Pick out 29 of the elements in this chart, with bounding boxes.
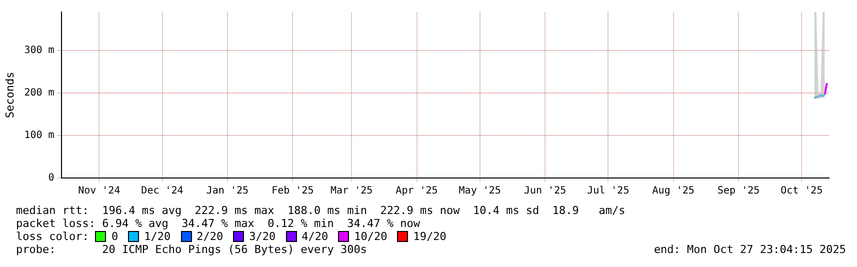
- x-tick-label: Oct '25: [780, 186, 823, 197]
- text: packet loss: 6.94 % avg 34.47 % max 0.12 % min 34.47 % now: [16, 217, 421, 230]
- x-tick-label: Jul '25: [587, 186, 630, 197]
- x-tick-label: Dec '24: [141, 186, 184, 197]
- y-tick-label: 300 m: [24, 44, 54, 56]
- x-tick-label: Apr '25: [396, 186, 438, 197]
- x-tick-label: Sep '25: [717, 186, 760, 197]
- y-tick-label: 0: [48, 172, 54, 184]
- y-tick-label: 200 m: [24, 87, 54, 98]
- legend-title: loss color:: [16, 230, 90, 243]
- legend-label: 1/20: [144, 230, 171, 243]
- text: end: Mon Oct 27 23:04:15 2025: [654, 243, 846, 256]
- x-tick-label: Mar '25: [330, 186, 373, 197]
- legend-label: 2/20: [196, 230, 224, 243]
- legend-label: 4/20: [302, 230, 328, 243]
- x-tick-label: Nov '24: [78, 186, 120, 197]
- x-tick-label: Aug '25: [652, 186, 694, 197]
- legend-label: 0: [111, 230, 118, 243]
- text: probe: 20 ICMP Echo Pings (56 Bytes) every 300s: [16, 243, 367, 256]
- legend-label: 10/20: [354, 230, 388, 243]
- x-tick-label: Feb '25: [272, 186, 314, 197]
- legend-label: 3/20: [249, 230, 276, 243]
- text: median rtt: 196.4 ms avg 222.9 ms max 188.0 ms min 222.9 ms now 10.4 ms sd 18.9 am/s: [16, 204, 626, 217]
- x-tick-label: May '25: [458, 186, 501, 197]
- x-tick-label: Jun '25: [524, 186, 566, 197]
- y-axis-title: Seconds: [3, 72, 16, 118]
- y-tick-label: 100 m: [24, 130, 54, 142]
- legend-label: 19/20: [413, 230, 446, 243]
- x-tick-label: Jan '25: [206, 186, 249, 197]
